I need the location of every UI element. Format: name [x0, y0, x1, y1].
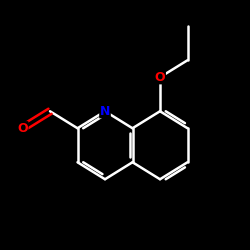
Text: O: O	[17, 122, 28, 135]
Text: N: N	[100, 105, 110, 118]
Text: O: O	[155, 71, 165, 84]
